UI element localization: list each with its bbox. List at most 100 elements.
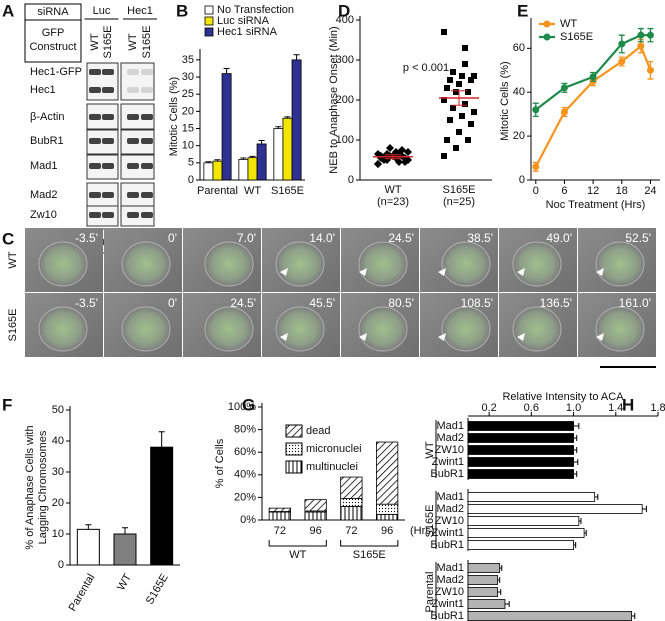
bar [467,445,574,455]
bar [467,433,574,443]
x-tick-label: 24 [644,185,656,197]
annotation: p < 0.001 [403,62,449,74]
blot-band [127,87,139,93]
group-bracket [340,540,399,547]
y-tick-label: 50 [52,404,64,416]
point [637,31,645,39]
point [468,121,474,127]
cell [512,306,562,352]
error-bar [642,506,647,512]
y-tick-label: Mad2 [436,574,464,586]
bar [467,563,501,573]
error-bar [578,518,582,524]
y-tick-label: 20 [52,497,64,509]
time-label: -3.5' [75,296,98,310]
blot-band [89,87,101,93]
y-tick-label: 35 [182,54,194,66]
point [456,81,462,87]
series-line [534,44,652,168]
arrowhead [517,333,525,341]
point [646,31,654,39]
point [471,109,477,115]
y-axis-label: % of Anaphase Cells with [24,425,36,549]
point [468,77,474,83]
cell [441,241,491,287]
construct-label: S165E [141,25,153,58]
error-bar [258,140,265,144]
y-tick-label: 5 [188,157,194,169]
bar-segment [304,511,327,521]
point [560,108,568,116]
blot-band [141,138,153,144]
x-tick-label: 72 [345,525,357,537]
point [637,42,645,50]
panel-label: A [2,1,14,20]
cell [275,241,325,287]
legend-label: multinuclei [306,461,358,473]
x-tick-label: Parental [197,185,238,197]
blot-band [141,163,153,169]
point [471,73,477,79]
blot-band [102,87,114,93]
arrowhead [517,268,525,276]
y-tick-label: 0 [519,174,525,186]
x-tick-label: 0.2 [481,402,496,414]
point [398,146,406,154]
y-tick-label: ZW10 [435,515,464,527]
legend-swatch [204,16,214,26]
bar [282,117,293,181]
y-tick-label: 100% [228,401,256,413]
y-tick-label: Mad1 [436,420,464,432]
point [374,160,382,168]
legend-label: WT [560,18,577,30]
blot-band [89,114,101,120]
x-tick-label: WT [115,572,134,593]
bar [467,516,580,526]
y-tick-label: 300 [336,54,354,66]
x-tick-label: S165E [442,184,475,196]
y-tick-label: BubR1 [430,539,464,551]
y-tick-label: Mad1 [436,562,464,574]
y-tick-label: ZW10 [435,586,464,598]
blot-band [141,192,153,198]
time-label: -3.5' [75,231,98,245]
error-bar [385,154,401,160]
y-tick-label: 60 [513,42,525,54]
point [462,101,468,107]
blot-band [127,114,139,120]
legend-label: dead [306,425,330,437]
x-tick-label: 72 [274,525,286,537]
blot-band [102,212,114,218]
y-tick-label: ZW10 [435,444,464,456]
row-label: WT [7,251,19,268]
bar-segment [375,513,399,521]
x-tick-label: 18 [616,185,628,197]
legend-label: Luc siRNA [217,15,270,27]
y-tick-label: Mad2 [436,503,464,515]
panel-label: D [338,1,350,20]
arrowhead [359,268,367,276]
error-bar [497,577,501,583]
bar [467,492,596,502]
point [560,84,568,92]
y-tick-label: 40% [234,469,256,481]
arrowhead [280,333,288,341]
arrowhead [596,268,604,276]
blot-band [102,163,114,169]
y-axis-label: NEB to Anaphase Onset (Min) [328,26,340,173]
blot-band [89,212,101,218]
y-tick-label: 0 [58,559,64,571]
y-tick-label: Zwint1 [432,527,464,539]
blot-band [141,114,153,120]
error-bar [499,565,503,571]
error-bar [451,90,467,106]
bar-segment [304,499,327,512]
group-label: S165E [353,549,386,561]
cell [275,306,325,352]
blot-band [102,192,114,198]
y-axis-label: Mitotic Cells (%) [168,77,180,156]
point [456,129,462,135]
cell [38,241,88,287]
cell [441,306,491,352]
blot-band [141,69,153,75]
